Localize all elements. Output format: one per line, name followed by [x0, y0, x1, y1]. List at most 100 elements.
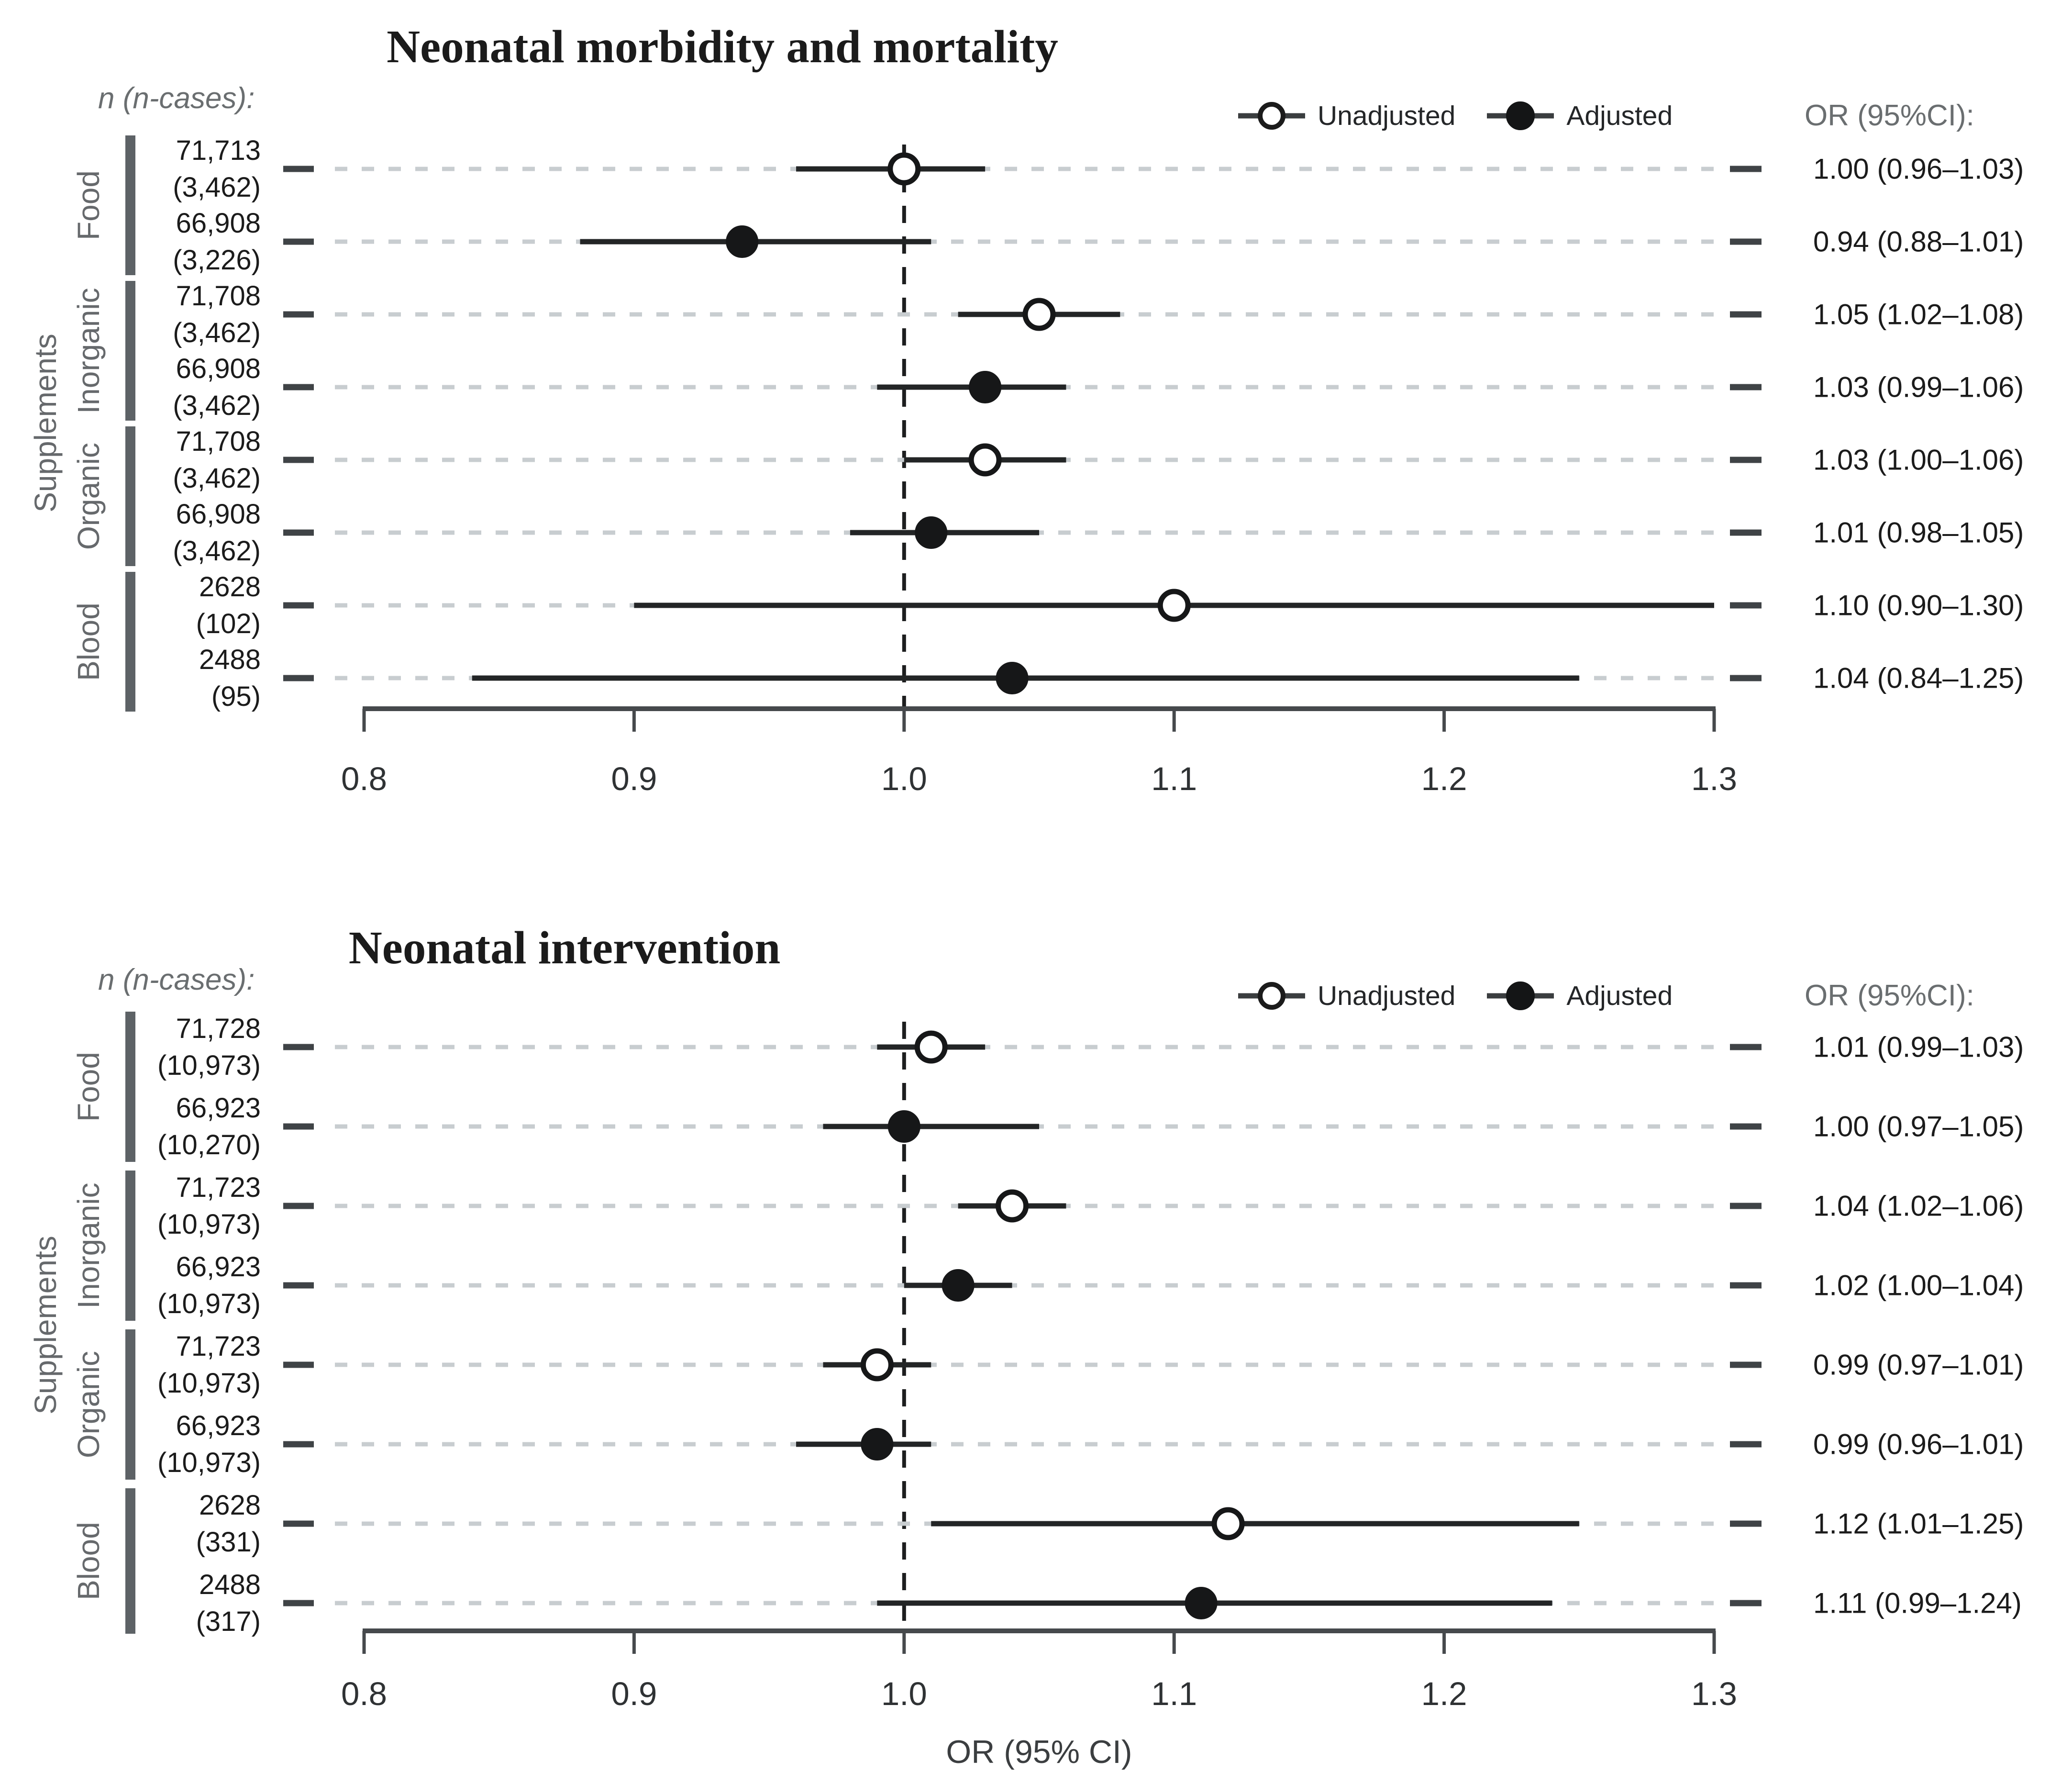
row-n-label: 2488 (95): [0, 641, 261, 715]
row-n-value: 2628: [199, 571, 261, 602]
axis-tick-label: 1.1: [1151, 1675, 1197, 1712]
row-n-cases-value: (3,462): [173, 535, 261, 567]
row-n-value: 66,908: [176, 208, 261, 239]
row-n-value: 66,923: [176, 1251, 261, 1282]
row-n-value: 2488: [199, 644, 261, 675]
row-n-label: 66,908 (3,462): [0, 350, 261, 424]
row-n-value: 66,923: [176, 1410, 261, 1441]
row-n-cases-value: (331): [196, 1527, 261, 1558]
row-n-cases-value: (3,462): [173, 172, 261, 203]
marker-adjusted: [726, 225, 759, 258]
row-n-cases-value: (102): [196, 608, 261, 639]
row-n-cases-value: (3,226): [173, 245, 261, 276]
row-n-cases-value: (10,973): [157, 1288, 261, 1319]
axis-tick-label: 1.0: [881, 1675, 927, 1712]
axis-tick-label: 1.3: [1691, 760, 1737, 797]
row-n-value: 66,908: [176, 353, 261, 384]
row-n-label: 2488 (317): [0, 1566, 261, 1640]
panel2-or-header: OR (95%CI):: [1805, 979, 1974, 1012]
panel2-n-cases-header: n (n-cases):: [98, 963, 255, 996]
panel1-n-cases-header: n (n-cases):: [98, 82, 255, 115]
legend-label-adjusted: Adjusted: [1566, 100, 1673, 131]
marker-unadjusted: [860, 1348, 894, 1382]
axis-tick-label: 0.9: [611, 1675, 657, 1712]
row-n-label: 71,728 (10,973): [0, 1010, 261, 1084]
row-n-label: 66,923 (10,973): [0, 1249, 261, 1322]
adjusted-symbol-icon: [1487, 981, 1554, 1010]
row-n-label: 71,708 (3,462): [0, 423, 261, 497]
row-n-value: 66,908: [176, 499, 261, 530]
row-or-label: 1.02 (1.00–1.04): [1813, 1269, 2024, 1302]
row-or-label: 1.01 (0.99–1.03): [1813, 1031, 2024, 1063]
panel1-legend: Unadjusted Adjusted: [1238, 94, 1704, 138]
marker-adjusted: [915, 516, 948, 549]
row-or-label: 1.00 (0.97–1.05): [1813, 1110, 2024, 1143]
row-or-label: 1.00 (0.96–1.03): [1813, 153, 2024, 185]
axis-tick-label: 0.8: [341, 760, 387, 797]
panel1-or-header: OR (95%CI):: [1805, 99, 1974, 132]
marker-adjusted: [861, 1428, 894, 1461]
marker-unadjusted: [1157, 589, 1191, 622]
row-or-label: 1.10 (0.90–1.30): [1813, 589, 2024, 622]
row-or-label: 0.94 (0.88–1.01): [1813, 225, 2024, 258]
axis-tick-label: 1.0: [881, 760, 927, 797]
row-n-value: 71,713: [176, 135, 261, 166]
row-n-label: 71,723 (10,973): [0, 1328, 261, 1402]
axis-tick-label: 1.2: [1421, 760, 1467, 797]
axis-tick-label: 1.3: [1691, 1675, 1737, 1712]
marker-adjusted: [996, 662, 1029, 694]
row-n-label: 71,713 (3,462): [0, 132, 261, 206]
row-or-label: 1.05 (1.02–1.08): [1813, 298, 2024, 331]
row-n-value: 71,723: [176, 1331, 261, 1362]
marker-adjusted: [942, 1269, 975, 1302]
row-n-value: 71,728: [176, 1013, 261, 1044]
row-n-label: 71,723 (10,973): [0, 1169, 261, 1243]
axis-tick-label: 1.2: [1421, 1675, 1467, 1712]
group-bar: [125, 572, 135, 712]
row-n-label: 71,708 (3,462): [0, 278, 261, 351]
row-n-value: 66,923: [176, 1093, 261, 1124]
unadjusted-symbol-icon: [1238, 102, 1305, 130]
axis-tick-label: 0.9: [611, 760, 657, 797]
row-n-label: 66,923 (10,270): [0, 1090, 261, 1163]
row-n-label: 66,923 (10,973): [0, 1407, 261, 1481]
row-or-label: 1.04 (0.84–1.25): [1813, 662, 2024, 694]
row-or-label: 1.01 (0.98–1.05): [1813, 516, 2024, 549]
row-n-value: 2488: [199, 1569, 261, 1600]
row-n-cases-value: (3,462): [173, 463, 261, 494]
row-or-label: 0.99 (0.97–1.01): [1813, 1349, 2024, 1381]
marker-unadjusted: [996, 1189, 1029, 1223]
row-n-cases-value: (10,973): [157, 1209, 261, 1240]
row-n-cases-value: (10,973): [157, 1368, 261, 1399]
row-n-cases-value: (3,462): [173, 390, 261, 421]
panel2-title: Neonatal intervention: [348, 922, 781, 973]
axis-tick-label: 0.8: [341, 1675, 387, 1712]
row-n-cases-value: (10,973): [157, 1050, 261, 1081]
legend-label-unadjusted: Unadjusted: [1318, 981, 1456, 1011]
adjusted-symbol-icon: [1487, 101, 1554, 130]
panel2-legend: Unadjusted Adjusted: [1238, 974, 1704, 1018]
row-or-label: 1.03 (0.99–1.06): [1813, 371, 2024, 403]
group-bar: [125, 1171, 135, 1321]
group-bar: [125, 1012, 135, 1162]
row-n-cases-value: (3,462): [173, 317, 261, 348]
legend-label-unadjusted: Unadjusted: [1318, 100, 1456, 131]
row-or-label: 0.99 (0.96–1.01): [1813, 1428, 2024, 1461]
group-bar: [125, 426, 135, 566]
group-bar: [125, 135, 135, 275]
row-or-label: 1.12 (1.01–1.25): [1813, 1507, 2024, 1540]
row-n-value: 71,723: [176, 1172, 261, 1203]
row-n-label: 66,908 (3,226): [0, 205, 261, 279]
group-bar: [125, 1488, 135, 1634]
group-bar: [125, 1329, 135, 1480]
unadjusted-symbol-icon: [1238, 982, 1305, 1010]
row-n-label: 66,908 (3,462): [0, 496, 261, 569]
row-n-cases-value: (317): [196, 1606, 261, 1637]
x-axis-title: OR (95% CI): [946, 1734, 1132, 1770]
row-n-value: 71,708: [176, 426, 261, 457]
panel1-title: Neonatal morbidity and mortality: [387, 21, 1058, 72]
marker-adjusted: [1185, 1587, 1218, 1619]
marker-unadjusted: [1211, 1507, 1245, 1540]
